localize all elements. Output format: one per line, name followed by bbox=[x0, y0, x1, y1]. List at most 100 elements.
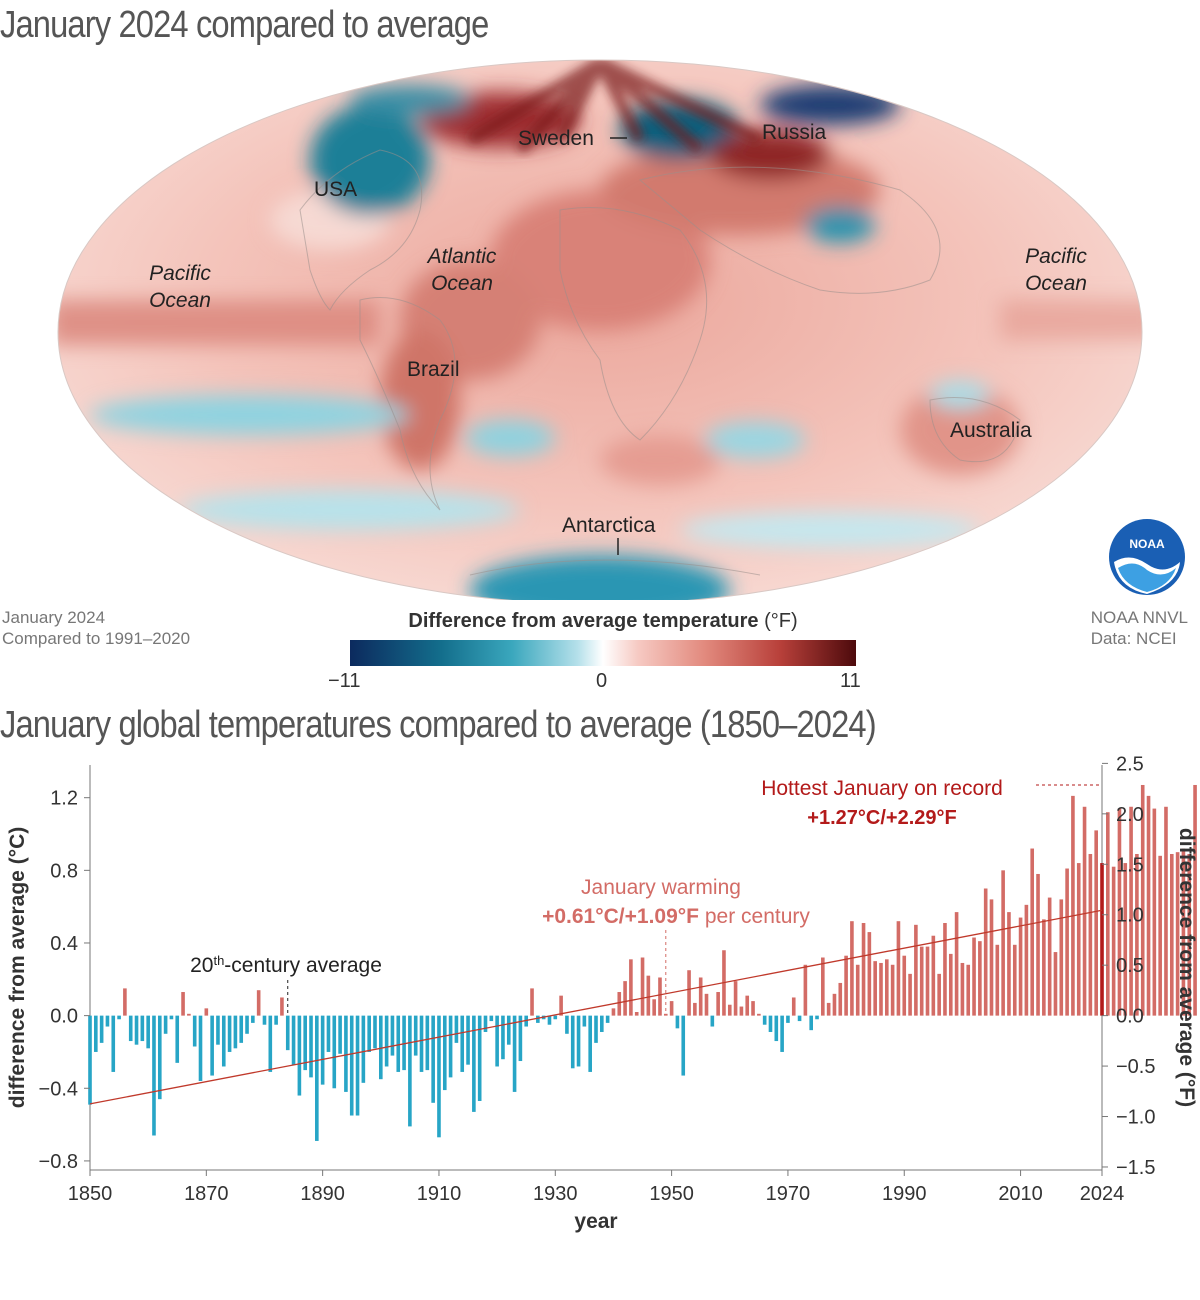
y-tick-label-left: 1.2 bbox=[50, 788, 78, 810]
bar-1898 bbox=[367, 1015, 371, 1052]
bar-1946 bbox=[646, 975, 651, 1016]
bar-1892 bbox=[332, 1015, 337, 1089]
bar-1970 bbox=[786, 1015, 790, 1023]
bar-2019 bbox=[1071, 795, 1075, 1016]
label-russia: Russia bbox=[762, 121, 827, 144]
x-tick-label: 1930 bbox=[533, 1183, 578, 1205]
y-tick-label-left: 0.0 bbox=[50, 1006, 78, 1028]
bar-1980 bbox=[844, 955, 848, 1016]
bar-1895 bbox=[349, 1015, 354, 1116]
label-pacific-right-2: Ocean bbox=[1025, 272, 1087, 295]
bar-1927 bbox=[536, 1015, 540, 1023]
bar-1900 bbox=[379, 1015, 383, 1080]
label-pacific-right: Pacific bbox=[1025, 245, 1087, 268]
y-tick-label-left: −0.4 bbox=[39, 1078, 78, 1100]
bar-1871 bbox=[210, 1015, 214, 1076]
bar-1984 bbox=[867, 932, 872, 1016]
bar-2035 bbox=[1164, 806, 1168, 1016]
bar-1943 bbox=[629, 959, 633, 1016]
chart-bars bbox=[88, 784, 1197, 1141]
bar-1962 bbox=[739, 1006, 744, 1016]
bar-1890 bbox=[320, 1015, 325, 1085]
bar-1868 bbox=[192, 1015, 197, 1047]
y-axis-label-left: difference from average (°C) bbox=[6, 827, 29, 1108]
bar-1857 bbox=[128, 1015, 133, 1042]
anomaly-bar-chart: 1.2 0.8 0.4 0.0 −0.4 −0.8 2.5 2.0 1.5 1.0 0.5 0.0 −0… bbox=[6, 753, 1198, 1233]
bar-1921 bbox=[501, 1015, 505, 1060]
bar-1914 bbox=[460, 1015, 465, 1072]
noaa-logo: NOAA bbox=[1109, 519, 1185, 595]
bar-1859 bbox=[140, 1015, 145, 1042]
colorbar-mid-label: 0 bbox=[596, 670, 608, 692]
bar-1883 bbox=[280, 997, 284, 1016]
bar-1955 bbox=[698, 977, 703, 1016]
bar-2039 bbox=[1187, 853, 1192, 1016]
bar-1930 bbox=[553, 1015, 558, 1020]
bar-1979 bbox=[838, 982, 843, 1016]
bar-1954 bbox=[693, 1002, 697, 1016]
bar-2000 bbox=[960, 962, 965, 1016]
bar-2015 bbox=[1047, 897, 1052, 1016]
bar-2031 bbox=[1140, 784, 1145, 1016]
bar-1918 bbox=[483, 1015, 488, 1032]
map-title: January 2024 compared to average bbox=[0, 4, 489, 46]
map-caption: January 2024 Compared to 1991–2020 bbox=[2, 607, 190, 649]
bar-1897 bbox=[361, 1015, 366, 1083]
bar-1899 bbox=[373, 1015, 377, 1049]
bar-1915 bbox=[466, 1015, 470, 1065]
avg-superscript: th bbox=[213, 953, 224, 968]
bar-1989 bbox=[896, 921, 901, 1016]
bar-2026 bbox=[1111, 866, 1116, 1016]
bar-1978 bbox=[832, 993, 837, 1016]
bar-1952 bbox=[681, 1015, 686, 1076]
bar-1926 bbox=[530, 988, 534, 1016]
bar-1945 bbox=[640, 957, 645, 1016]
bar-1963 bbox=[745, 995, 750, 1016]
bar-1942 bbox=[623, 981, 627, 1016]
bar-1864 bbox=[169, 1015, 174, 1020]
bar-1929 bbox=[547, 1015, 552, 1025]
bar-1976 bbox=[821, 957, 825, 1016]
bar-1902 bbox=[390, 1015, 395, 1056]
x-tick-label: 2010 bbox=[998, 1183, 1043, 1205]
colorbar-title: Difference from average temperature (°F) bbox=[350, 610, 856, 633]
bar-1960 bbox=[727, 1004, 732, 1016]
label-australia: Australia bbox=[950, 419, 1032, 442]
bar-1944 bbox=[634, 1012, 639, 1016]
bar-1872 bbox=[216, 1015, 220, 1045]
bar-1923 bbox=[512, 1015, 517, 1092]
bar-1917 bbox=[477, 1015, 482, 1101]
bar-1874 bbox=[227, 1015, 232, 1052]
warming-annotation-label: January warming bbox=[581, 876, 741, 899]
bar-1965 bbox=[757, 1013, 761, 1016]
bar-1961 bbox=[733, 981, 738, 1016]
bar-1876 bbox=[239, 1015, 244, 1043]
bar-1966 bbox=[762, 1015, 767, 1025]
x-tick-label: 2024 bbox=[1080, 1183, 1125, 1205]
bar-2003 bbox=[978, 941, 982, 1016]
bar-1973 bbox=[803, 964, 808, 1016]
bar-2013 bbox=[1036, 873, 1040, 1016]
bar-1958 bbox=[716, 992, 720, 1016]
x-tick-label: 1910 bbox=[417, 1183, 462, 1205]
colorbar-title-text: Difference from average temperature bbox=[408, 610, 759, 632]
bar-1975 bbox=[815, 1015, 819, 1020]
bar-1916 bbox=[472, 1015, 476, 1112]
bar-1863 bbox=[163, 1015, 168, 1034]
label-atlantic: Atlantic bbox=[426, 245, 497, 268]
bar-1887 bbox=[303, 1015, 307, 1071]
bar-1906 bbox=[413, 1015, 418, 1056]
bar-1888 bbox=[309, 1015, 313, 1078]
label-pacific-left: Pacific bbox=[149, 262, 211, 285]
bar-1873 bbox=[221, 1015, 226, 1067]
y-tick-label-right: 1.5 bbox=[1116, 854, 1144, 876]
bar-1992 bbox=[914, 924, 918, 1016]
bar-1941 bbox=[617, 992, 622, 1016]
bar-1884 bbox=[285, 1015, 290, 1051]
twentieth-century-average-label: 20th-century average bbox=[190, 953, 382, 978]
bar-1907 bbox=[419, 1015, 424, 1072]
bar-1909 bbox=[431, 1015, 435, 1103]
bar-1934 bbox=[576, 1015, 581, 1067]
bar-1971 bbox=[791, 997, 796, 1016]
y-tick-label-right: 0.5 bbox=[1116, 955, 1144, 977]
